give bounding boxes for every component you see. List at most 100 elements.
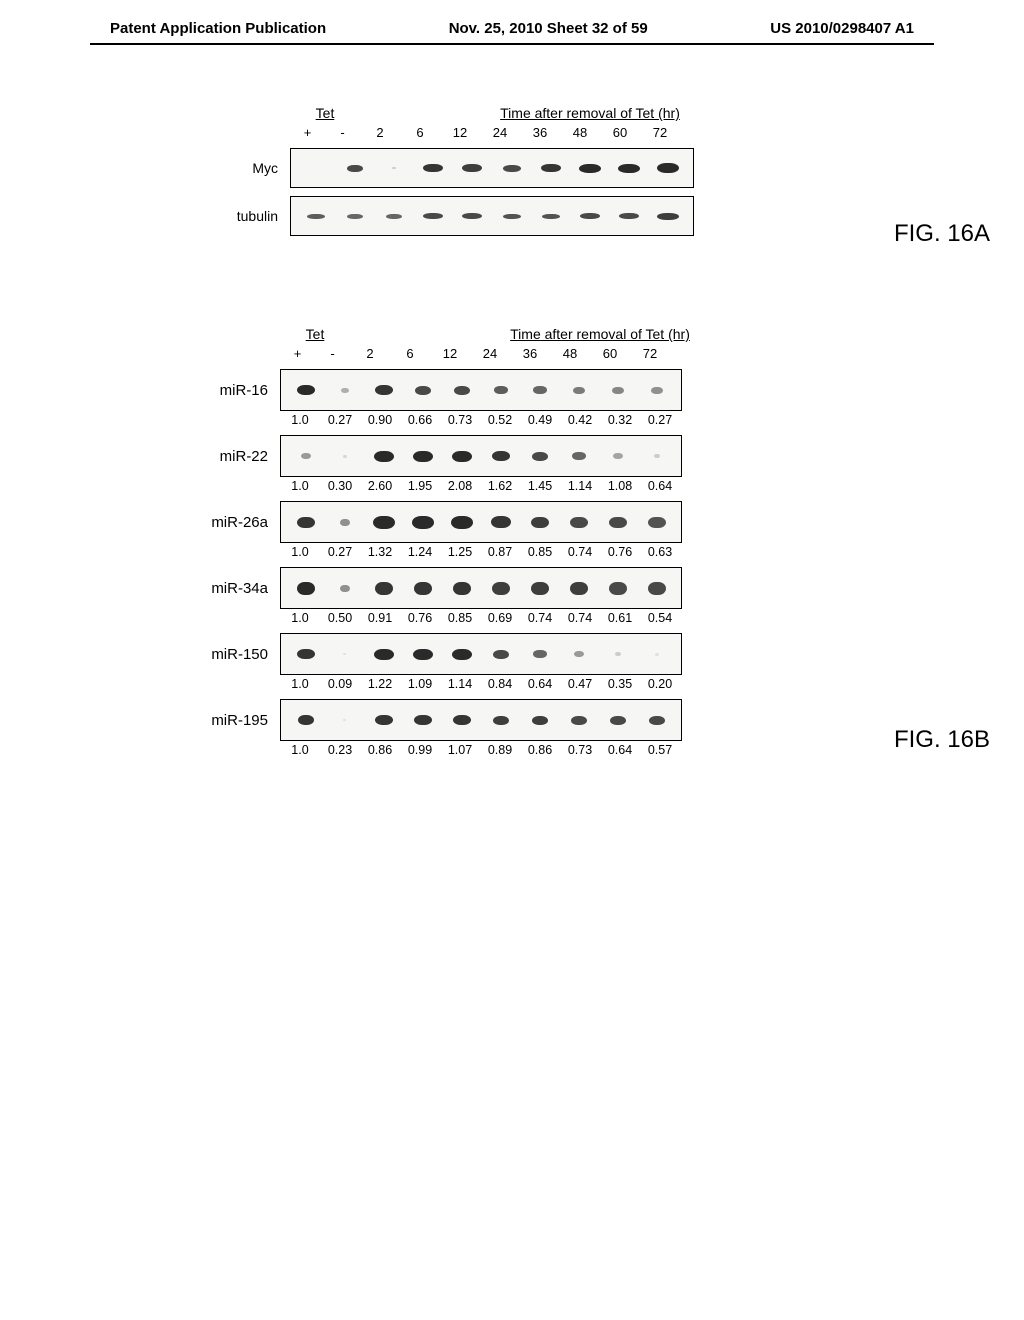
value: 0.76 [600,545,640,559]
band-cell [404,649,441,660]
band-cell [336,165,373,172]
band-cell [532,214,569,219]
band-cell [560,517,597,528]
band-mark [413,451,433,462]
tick: 6 [390,346,430,361]
value: 0.91 [360,611,400,625]
band-mark [574,651,584,657]
band-mark [648,582,666,595]
band-cell [454,213,491,219]
value: 1.45 [520,479,560,493]
band-cell [365,715,402,725]
band-mark [453,582,471,595]
band-mark [340,585,350,592]
band-cell [650,163,687,173]
blot-row: miR-195 [170,699,870,741]
band-cell [404,386,441,395]
band-cell [521,716,558,725]
values-row: 1.00.302.601.952.081.621.451.141.080.64 [280,479,870,493]
value: 1.0 [280,413,320,427]
band-cell [404,715,441,725]
band-cell [482,582,519,595]
tick: + [280,346,315,361]
tick: 72 [630,346,670,361]
band-mark [579,164,601,173]
row-label: tubulin [200,208,290,224]
band-cell [493,165,530,172]
band-cell [443,386,480,395]
tick: 36 [520,125,560,140]
band-mark [651,387,663,394]
band-mark [571,716,587,725]
band-mark [541,164,561,172]
band-mark [343,719,346,721]
band-cell [287,517,324,528]
band-cell [482,516,519,528]
band-mark [307,214,325,219]
value: 2.60 [360,479,400,493]
band-mark [347,214,363,219]
band-mark [375,715,393,725]
value: 1.24 [400,545,440,559]
value: 0.64 [520,677,560,691]
value: 0.23 [320,743,360,757]
band-cell [521,582,558,595]
value: 0.76 [400,611,440,625]
band-mark [580,213,600,219]
band-mark [618,164,640,173]
band-mark [462,164,482,172]
value: 1.0 [280,545,320,559]
tick: + [290,125,325,140]
tet-group-label: Tet [280,326,350,342]
tet-group-label: Tet [290,105,360,121]
band-mark [612,387,624,394]
band-mark [392,167,396,169]
band-mark [493,716,509,725]
band-cell [326,719,363,721]
tick: 60 [600,125,640,140]
row-label: miR-150 [170,646,280,663]
band-mark [297,582,315,595]
band-cell [571,213,608,219]
band-cell [365,516,402,529]
band-mark [340,519,350,526]
band-mark [452,649,472,660]
band-mark [412,516,434,529]
tick: 24 [480,125,520,140]
band-cell [599,517,636,528]
value: 0.86 [360,743,400,757]
tick: 2 [350,346,390,361]
band-mark [492,451,510,461]
value: 1.32 [360,545,400,559]
row-label: miR-34a [170,580,280,597]
tick: 48 [560,125,600,140]
tick: 48 [550,346,590,361]
value: 1.07 [440,743,480,757]
blot-row: miR-34a [170,567,870,609]
band-mark [454,386,470,395]
blot-box [280,567,682,609]
row-label: miR-22 [170,448,280,465]
value: 1.62 [480,479,520,493]
band-mark [297,385,315,395]
value: 0.35 [600,677,640,691]
band-mark [374,649,394,660]
band-cell [287,715,324,725]
page-header: Patent Application Publication Nov. 25, … [0,0,1024,43]
value: 1.0 [280,743,320,757]
value: 0.86 [520,743,560,757]
value: 0.47 [560,677,600,691]
blot-row: miR-150 [170,633,870,675]
band-cell [326,388,363,393]
band-mark [341,388,349,393]
band-mark [347,165,363,172]
blot-box [290,196,694,236]
band-mark [373,516,395,529]
band-cell [638,653,675,656]
band-cell [599,387,636,394]
value: 0.85 [440,611,480,625]
tick: 36 [510,346,550,361]
band-mark [613,453,623,459]
band-mark [570,582,588,595]
figure-16a-label: FIG. 16A [894,220,990,248]
